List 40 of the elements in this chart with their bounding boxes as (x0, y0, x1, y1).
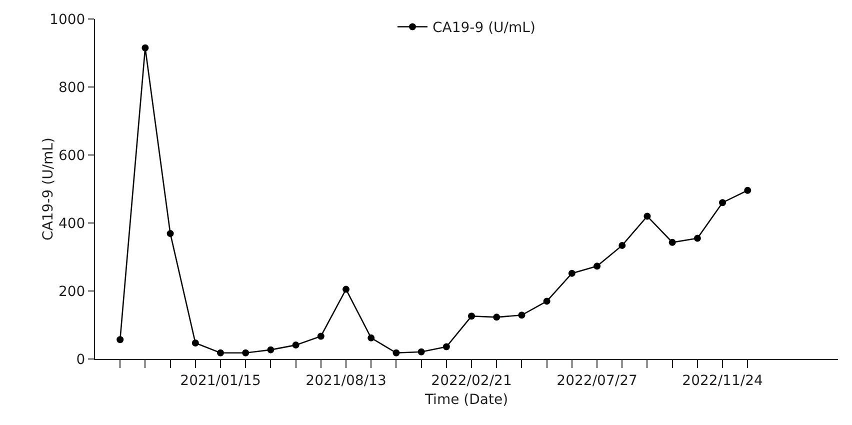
y-axis-title: CA19-9 (U/mL) (40, 138, 56, 240)
point (518, 312, 526, 319)
y-tick-label: 200 (58, 284, 86, 300)
point (242, 349, 250, 356)
y-tick-label: 400 (58, 216, 86, 232)
point (442, 343, 450, 350)
x-tick-label: 2022/11/24 (682, 372, 763, 389)
point (719, 199, 726, 206)
point (744, 186, 752, 194)
x-tick-label: 2021/08/13 (306, 372, 386, 389)
y-tick-label: 800 (58, 80, 86, 96)
point (543, 298, 550, 305)
y-tick-label: 600 (58, 148, 86, 164)
x-axis-title: Time (Date) (424, 392, 508, 408)
point (142, 44, 149, 52)
legend-label: CA19-9 (U/mL) (432, 20, 536, 36)
point (368, 334, 375, 342)
point (192, 340, 199, 347)
y-tick-label: 1000 (50, 12, 86, 28)
point (292, 342, 300, 349)
point (217, 349, 224, 356)
point (644, 212, 651, 220)
point (418, 348, 425, 356)
point (493, 314, 500, 321)
point (568, 270, 576, 277)
x-tick-label: 2022/02/21 (431, 372, 512, 389)
point (594, 262, 601, 270)
point (694, 234, 701, 242)
x-tick-label: 2022/07/27 (556, 372, 638, 389)
point (468, 312, 476, 320)
point (116, 336, 124, 344)
point (342, 286, 350, 293)
point (618, 242, 626, 249)
x-tick-label: 2021/01/15 (180, 372, 261, 389)
y-tick-label: 0 (76, 352, 86, 368)
point (166, 230, 174, 238)
point (392, 349, 400, 356)
point (317, 332, 324, 340)
point (267, 346, 274, 354)
point (668, 238, 676, 246)
